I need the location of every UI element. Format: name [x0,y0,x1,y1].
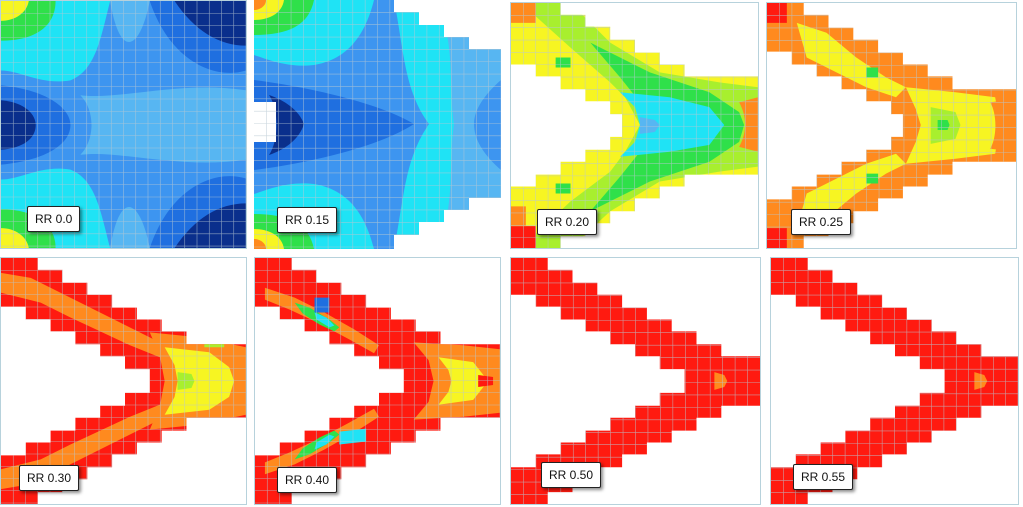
rr-label: RR 0.0 [27,206,81,232]
panel-rr-0-50: RR 0.50 [510,257,761,505]
rr-label: RR 0.15 [277,207,338,233]
rr-label: RR 0.50 [541,462,602,488]
panel-rr-0-55: RR 0.55 [770,257,1019,505]
contour-plot [771,258,1018,504]
contour-plot [255,258,500,504]
contour-plot [254,0,501,249]
rr-label: RR 0.40 [277,467,338,493]
rr-label: RR 0.25 [791,209,852,235]
panel-rr-0-25: RR 0.25 [766,2,1017,249]
contour-plot [511,3,758,248]
contour-plot [1,1,246,248]
panel-rr-0-20: RR 0.20 [510,2,759,249]
panel-rr-0-15: RR 0.15 [254,0,501,249]
panel-rr-0-30: RR 0.30 [0,257,247,505]
rr-label: RR 0.30 [19,465,80,491]
contour-plot [1,258,246,504]
contour-plot [767,3,1016,248]
rr-label: RR 0.20 [537,209,598,235]
panel-rr-0-0: RR 0.0 [0,0,247,249]
rr-label: RR 0.55 [793,464,854,490]
panel-rr-0-40: RR 0.40 [254,257,501,505]
